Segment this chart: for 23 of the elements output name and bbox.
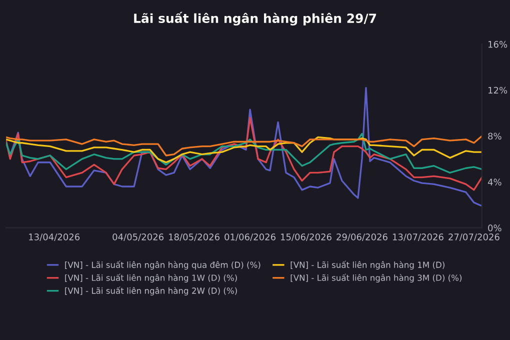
x-tick-label: 01/06/2026 [224, 234, 276, 242]
x-tick-label: 27/07/2026 [448, 234, 500, 242]
x-tick-label: 29/06/2026 [336, 234, 388, 242]
y-tick-label: 4% [488, 178, 502, 186]
line-series [6, 135, 482, 156]
x-tick-label: 13/04/2026 [29, 234, 80, 242]
x-tick-label: 04/05/2026 [112, 234, 164, 242]
x-tick-label: 15/06/2026 [280, 234, 332, 242]
line-series [6, 116, 482, 191]
x-tick-label: 18/05/2026 [169, 234, 220, 242]
y-tick-label: 16% [488, 40, 508, 48]
chart-title: Lãi suất liên ngân hàng phiên 29/7 [134, 12, 376, 26]
line-series [6, 132, 482, 174]
legend-label: [VN] - Lãi suất liên ngân hàng qua đêm (D) (%) [65, 260, 260, 270]
y-tick-label: 8% [488, 132, 502, 140]
legend-label: [VN] - Lãi suất liên ngân hàng 2W (D) (%) [65, 286, 237, 296]
x-tick-label: 13/07/2026 [392, 234, 444, 242]
legend-label: [VN] - Lãi suất liên ngân hàng 1M (D) [290, 260, 444, 270]
legend-label: [VN] - Lãi suất liên ngân hàng 3M (D) (%) [290, 274, 462, 283]
y-tick-label: 12% [488, 86, 508, 94]
y-tick-label: 0% [488, 224, 502, 232]
legend-label: [VN] - Lãi suất liên ngân hàng 1W (D) (%) [65, 274, 237, 283]
line-series [6, 136, 482, 164]
